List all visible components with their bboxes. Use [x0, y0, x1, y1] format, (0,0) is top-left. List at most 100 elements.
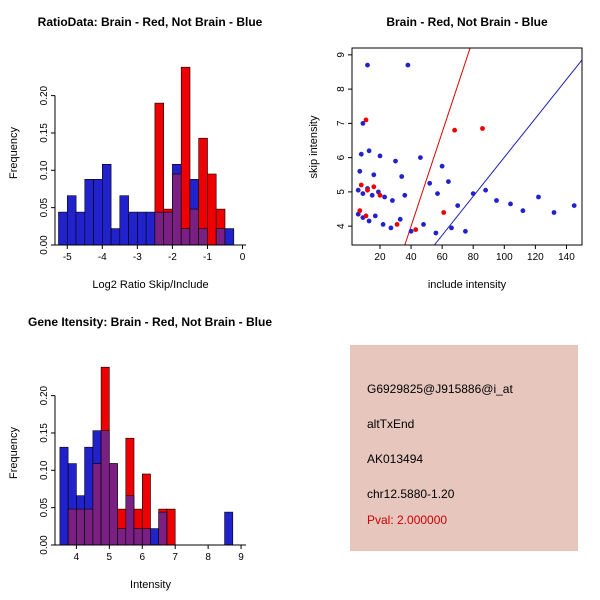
hist-bar-notbrain [67, 195, 77, 246]
x-tick-label: 8 [205, 552, 211, 563]
scatter-point-notbrain [369, 192, 375, 198]
gene-info-box: G6929825@J915886@i_at altTxEnd AK013494 … [350, 345, 578, 551]
scatter-point-notbrain [372, 213, 378, 219]
hist-bar-overlap [215, 228, 226, 246]
panel-intensity-scatter: 20 40 60 80 100 120 140 4 5 6 7 8 9 Brain - Red, Not… [300, 0, 600, 300]
hist-bar-notbrain [137, 211, 147, 246]
scatter-point-notbrain [449, 225, 454, 231]
hist-bar-notbrain [150, 528, 159, 546]
scatter-point-brain [357, 208, 363, 214]
scatter-point-notbrain [358, 151, 364, 157]
hist-bar-notbrain [58, 211, 68, 246]
scatter-point-brain [365, 187, 370, 193]
hist-bar-notbrain [145, 211, 156, 246]
hist-bar-brain [207, 173, 217, 246]
scatter-point-brain [371, 184, 377, 190]
scatter-point-notbrain [536, 194, 541, 200]
scatter-point-notbrain [508, 201, 513, 207]
x-tick-label: 5 [107, 552, 113, 563]
hist-bar-notbrain [119, 195, 129, 246]
scatter-point-notbrain [571, 203, 577, 209]
x-tick-label: 6 [139, 552, 145, 563]
hist-bar-overlap [198, 228, 208, 246]
scatter-point-notbrain [408, 228, 414, 234]
hist-bar-overlap [100, 430, 110, 546]
y-tick-label: 0.00 [39, 535, 50, 555]
scatter-point-notbrain [366, 218, 372, 224]
hist-bar-overlap [172, 173, 182, 246]
scatter-point-notbrain [433, 230, 439, 236]
ratio-x-axis-label: Log2 Ratio Skip/Include [92, 279, 209, 291]
scatter-x-axis-label: include intensity [427, 279, 507, 291]
scatter-point-notbrain [494, 198, 499, 203]
brain-fit-line [404, 48, 471, 245]
scatter-point-notbrain [360, 191, 366, 197]
panel-ratio-histogram: -5 -4 -3 -2 -1 0 0.00 0.05 0.10 0.15 0.20 RatioDat… [0, 0, 300, 300]
scatter-point-notbrain [427, 180, 433, 186]
gene-chart-title: Gene Itensity: Brain - Red, Not Brain - … [27, 315, 273, 329]
y-tick-label: 5 [336, 189, 347, 195]
y-tick-label: 4 [336, 223, 347, 229]
x-tick-label: 7 [172, 552, 178, 563]
x-tick-label: -4 [98, 252, 107, 263]
y-tick-label: 8 [336, 86, 347, 92]
y-tick-label: 0.15 [39, 423, 50, 443]
scatter-point-notbrain [355, 187, 361, 193]
scatter-point-notbrain [405, 62, 411, 68]
hist-bar-overlap [109, 463, 118, 546]
scatter-point-brain [363, 213, 369, 219]
scatter-point-notbrain [520, 208, 526, 214]
y-tick-label: 0.00 [39, 235, 50, 255]
hist-bar-notbrain [128, 211, 138, 246]
scatter-point-notbrain [388, 225, 394, 231]
hist-bar-notbrain [59, 446, 69, 546]
hist-bar-overlap [84, 508, 94, 546]
x-tick-label: 140 [558, 252, 575, 263]
hist-bar-brain [180, 66, 191, 246]
x-tick-label: -5 [63, 252, 72, 263]
scatter-point-brain [363, 117, 369, 123]
pval-text: Pval: 2.000000 [367, 513, 448, 527]
x-tick-label: -2 [168, 252, 177, 263]
hist-bar-overlap [117, 528, 127, 546]
hist-bar-notbrain [102, 164, 112, 246]
intensity-scatter-plot: 20 40 60 80 100 120 140 4 5 6 7 8 9 [336, 47, 583, 263]
x-tick-label: 9 [238, 552, 244, 563]
y-tick-label: 0.15 [39, 123, 50, 143]
scatter-point-notbrain [380, 222, 386, 227]
hist-bar-overlap [67, 508, 77, 546]
panel-gene-info: G6929825@J915886@i_at altTxEnd AK013494 … [300, 300, 600, 600]
scatter-point-notbrain [371, 172, 377, 178]
x-tick-label: 80 [468, 252, 480, 263]
y-tick-label: 0.05 [39, 497, 50, 517]
hist-bar-overlap [133, 528, 143, 546]
ratio-histogram-plot: -5 -4 -3 -2 -1 0 0.00 0.05 0.10 0.15 0.20 [39, 66, 246, 263]
event-type-text: altTxEnd [367, 417, 415, 431]
scatter-point-notbrain [393, 158, 398, 164]
hist-bar-overlap [142, 528, 151, 546]
scatter-point-notbrain [483, 187, 488, 193]
scatter-point-brain [452, 127, 457, 133]
scatter-point-notbrain [455, 203, 461, 209]
hist-bar-overlap [125, 495, 135, 546]
y-tick-label: 9 [336, 52, 347, 58]
scatter-point-notbrain [399, 174, 405, 179]
y-tick-label: 0.05 [39, 197, 50, 217]
y-tick-label: 7 [336, 120, 347, 126]
gene-histogram-plot: 4 5 6 7 8 9 0.00 0.05 0.10 0.15 0.20 [39, 366, 246, 563]
location-text: chr12.5880-1.20 [367, 487, 455, 501]
scatter-point-brain [358, 182, 364, 188]
hist-bar-overlap [180, 228, 191, 246]
hist-bar-overlap [158, 511, 168, 546]
x-tick-label: -1 [203, 252, 212, 263]
hist-bar-notbrain [224, 511, 234, 546]
scatter-point-notbrain [377, 153, 383, 159]
accession-text: AK013494 [367, 452, 424, 466]
y-tick-label: 0.10 [39, 460, 50, 480]
gene-y-axis-label: Frequency [8, 427, 20, 479]
scatter-point-notbrain [435, 191, 440, 197]
gene-x-axis-label: Intensity [130, 579, 171, 591]
hist-bar-notbrain [110, 228, 121, 246]
y-tick-label: 0.10 [39, 160, 50, 180]
